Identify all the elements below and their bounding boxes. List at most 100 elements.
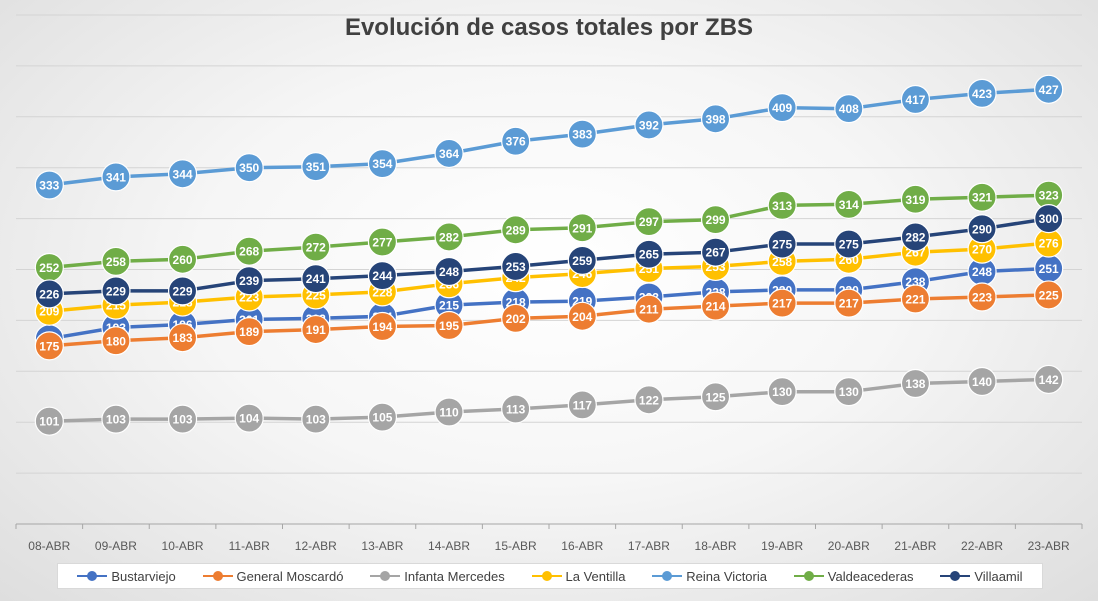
legend-label: Villaamil [974, 568, 1023, 584]
data-label: 276 [1039, 237, 1059, 251]
data-point [501, 126, 531, 156]
data-label: 275 [839, 238, 859, 252]
data-label: 260 [173, 253, 193, 267]
data-point [634, 294, 664, 324]
data-label: 392 [639, 118, 659, 132]
x-tick-label: 23-ABR [1028, 539, 1070, 553]
data-point [1034, 280, 1064, 310]
data-label: 259 [572, 254, 592, 268]
data-point [501, 215, 531, 245]
data-label: 275 [772, 238, 792, 252]
data-label: 383 [572, 128, 592, 142]
data-point [634, 239, 664, 269]
data-point [501, 394, 531, 424]
data-label: 239 [239, 274, 259, 288]
data-label: 122 [639, 393, 659, 407]
data-label: 241 [306, 272, 326, 286]
data-point [367, 261, 398, 291]
series-lines [49, 87, 1049, 423]
data-point [967, 78, 997, 108]
data-label: 140 [972, 375, 992, 389]
data-label: 321 [972, 191, 992, 205]
data-label: 183 [173, 331, 193, 345]
data-label: 248 [972, 265, 992, 279]
data-point [1034, 204, 1064, 234]
series-line [49, 293, 1049, 348]
data-label: 229 [106, 284, 126, 298]
data-label: 226 [39, 287, 59, 301]
data-point [567, 119, 597, 149]
legend-item: General Moscardó [202, 569, 343, 584]
data-label: 398 [706, 112, 726, 126]
data-label: 180 [106, 334, 126, 348]
data-label: 354 [372, 157, 392, 171]
data-point [767, 229, 797, 259]
legend-label: Infanta Mercedes [404, 568, 505, 584]
data-label: 215 [439, 299, 459, 313]
legend-marker [370, 571, 401, 581]
data-label: 268 [239, 245, 259, 259]
data-label: 333 [39, 179, 59, 193]
data-label: 113 [506, 402, 526, 416]
x-tick-label: 08-ABR [28, 539, 70, 553]
data-point [301, 264, 331, 294]
data-point [700, 237, 731, 267]
data-label: 251 [1039, 262, 1059, 276]
series-markers: 1821931962012022042152182192232282302302… [34, 74, 1064, 436]
x-tick-label: 22-ABR [961, 539, 1003, 553]
data-label: 297 [639, 215, 659, 229]
data-point [900, 368, 931, 399]
legend-marker [202, 571, 233, 581]
data-label: 221 [905, 293, 925, 307]
legend-label: La Ventilla [565, 568, 626, 584]
data-label: 217 [839, 297, 859, 311]
series-line [49, 266, 1049, 341]
data-point [234, 403, 264, 433]
legend-marker [652, 571, 683, 581]
data-point [434, 222, 464, 252]
data-point [167, 244, 198, 274]
data-label: 289 [506, 223, 526, 237]
x-tick-label: 12-ABR [295, 539, 337, 553]
data-label: 323 [1039, 189, 1059, 203]
data-point [567, 245, 597, 275]
data-point [167, 404, 198, 434]
x-tick-label: 15-ABR [495, 539, 537, 553]
data-point [501, 251, 531, 282]
data-point [301, 404, 331, 434]
series-line [49, 87, 1049, 187]
data-label: 103 [173, 413, 193, 427]
data-label: 364 [439, 147, 459, 161]
data-label: 229 [173, 284, 193, 298]
data-point [967, 366, 997, 397]
data-point [367, 402, 398, 432]
data-point [301, 232, 331, 262]
data-point [101, 326, 131, 356]
data-point [101, 246, 131, 276]
data-point [967, 214, 997, 244]
data-point [900, 184, 931, 214]
gridlines [16, 14, 1082, 474]
legend-item: La Ventilla [531, 568, 626, 584]
data-label: 300 [1039, 212, 1059, 226]
data-label: 267 [706, 246, 726, 260]
legend: Bustarviejo General Moscardó Infanta Merce… [57, 563, 1043, 589]
x-tick-label: 11-ABR [229, 539, 270, 553]
data-label: 194 [372, 320, 392, 334]
legend-label: Reina Victoria [686, 568, 767, 584]
data-label: 290 [972, 222, 992, 236]
data-label: 223 [972, 290, 992, 304]
data-label: 423 [972, 87, 992, 101]
data-point [101, 276, 131, 306]
data-label: 103 [306, 413, 326, 427]
data-point [767, 288, 797, 318]
x-tick-label: 20-ABR [828, 539, 870, 553]
data-label: 277 [372, 236, 392, 250]
data-label: 117 [573, 398, 593, 412]
data-label: 175 [39, 339, 59, 353]
data-point [234, 266, 264, 296]
data-point [234, 236, 264, 266]
data-label: 195 [439, 319, 459, 333]
data-label: 130 [772, 385, 792, 399]
data-label: 341 [106, 170, 126, 184]
